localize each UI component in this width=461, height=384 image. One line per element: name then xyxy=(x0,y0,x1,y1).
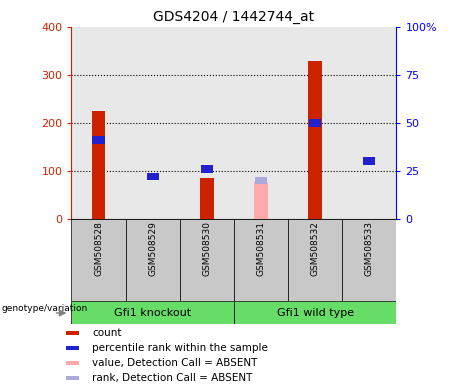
Text: value, Detection Call = ABSENT: value, Detection Call = ABSENT xyxy=(92,358,258,368)
Bar xyxy=(342,219,396,301)
Text: Gfi1 knockout: Gfi1 knockout xyxy=(114,308,191,318)
Bar xyxy=(65,346,79,350)
Title: GDS4204 / 1442744_at: GDS4204 / 1442744_at xyxy=(154,10,314,25)
Bar xyxy=(200,178,213,219)
Text: GSM508528: GSM508528 xyxy=(94,221,103,276)
Text: percentile rank within the sample: percentile rank within the sample xyxy=(92,343,268,353)
Bar xyxy=(65,331,79,335)
Bar xyxy=(65,361,79,365)
Text: GSM508529: GSM508529 xyxy=(148,221,157,276)
Text: count: count xyxy=(92,328,122,338)
Bar xyxy=(254,182,268,219)
Bar xyxy=(288,219,342,301)
Bar xyxy=(180,219,234,301)
Text: genotype/variation: genotype/variation xyxy=(1,304,88,313)
Bar xyxy=(234,301,396,324)
Bar xyxy=(125,219,180,301)
Bar xyxy=(93,136,105,144)
Bar xyxy=(71,219,125,301)
Bar xyxy=(308,61,322,219)
Bar xyxy=(309,119,321,127)
Text: GSM508531: GSM508531 xyxy=(256,221,266,276)
Bar xyxy=(71,301,234,324)
Bar xyxy=(92,111,105,219)
Bar xyxy=(201,165,213,173)
Text: Gfi1 wild type: Gfi1 wild type xyxy=(277,308,354,318)
Text: GSM508530: GSM508530 xyxy=(202,221,212,276)
Bar xyxy=(65,376,79,380)
Text: GSM508533: GSM508533 xyxy=(365,221,374,276)
Bar xyxy=(147,173,159,180)
Bar xyxy=(234,219,288,301)
Text: rank, Detection Call = ABSENT: rank, Detection Call = ABSENT xyxy=(92,373,253,383)
Bar xyxy=(255,177,267,184)
Bar xyxy=(363,157,375,165)
Text: GSM508532: GSM508532 xyxy=(311,221,320,276)
